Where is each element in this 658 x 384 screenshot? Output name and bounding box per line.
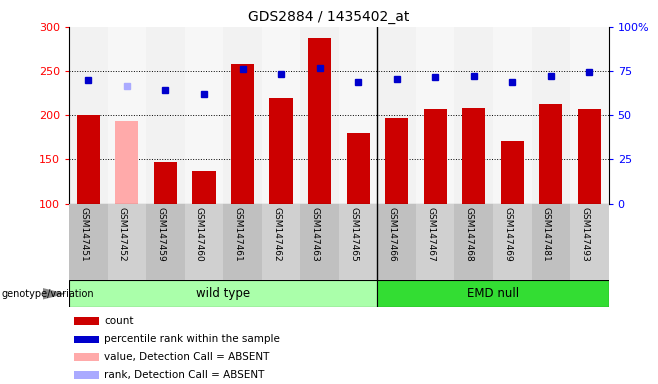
Bar xyxy=(424,109,447,204)
Bar xyxy=(108,204,146,280)
Text: GSM147468: GSM147468 xyxy=(465,207,474,262)
Text: GSM147451: GSM147451 xyxy=(80,207,88,262)
Bar xyxy=(416,27,455,204)
Text: GSM147493: GSM147493 xyxy=(580,207,590,262)
Text: EMD null: EMD null xyxy=(467,287,519,300)
Bar xyxy=(108,27,146,204)
Bar xyxy=(378,204,416,280)
Bar xyxy=(462,108,486,204)
Bar xyxy=(493,27,532,204)
Bar xyxy=(69,280,378,307)
Bar xyxy=(77,115,100,204)
Bar xyxy=(308,38,331,204)
Text: wild type: wild type xyxy=(196,287,250,300)
Bar xyxy=(74,371,99,379)
Text: genotype/variation: genotype/variation xyxy=(1,289,94,299)
Bar xyxy=(262,27,300,204)
Bar xyxy=(74,353,99,361)
Text: GSM147467: GSM147467 xyxy=(426,207,435,262)
Polygon shape xyxy=(43,288,66,300)
Text: GSM147462: GSM147462 xyxy=(272,207,281,261)
Bar xyxy=(74,336,99,343)
Bar xyxy=(185,27,223,204)
Text: GSM147466: GSM147466 xyxy=(388,207,397,262)
Bar xyxy=(501,141,524,204)
Bar xyxy=(570,27,609,204)
Text: GSM147481: GSM147481 xyxy=(542,207,551,262)
Bar xyxy=(270,98,293,204)
Bar xyxy=(146,27,185,204)
Bar xyxy=(74,317,99,325)
Text: GDS2884 / 1435402_at: GDS2884 / 1435402_at xyxy=(248,10,410,24)
Bar xyxy=(69,204,108,280)
Text: rank, Detection Call = ABSENT: rank, Detection Call = ABSENT xyxy=(104,370,265,380)
Bar xyxy=(154,162,177,204)
Bar xyxy=(532,27,570,204)
Bar xyxy=(455,27,493,204)
Bar xyxy=(300,27,339,204)
Bar xyxy=(385,118,408,204)
Bar xyxy=(347,133,370,204)
Bar xyxy=(378,280,609,307)
Text: GSM147469: GSM147469 xyxy=(503,207,513,262)
Text: GSM147463: GSM147463 xyxy=(311,207,320,262)
Bar xyxy=(532,204,570,280)
Text: GSM147452: GSM147452 xyxy=(118,207,127,261)
Bar xyxy=(262,204,300,280)
Text: GSM147460: GSM147460 xyxy=(195,207,204,262)
Bar xyxy=(115,121,138,204)
Bar xyxy=(493,204,532,280)
Bar xyxy=(416,204,455,280)
Bar xyxy=(339,27,378,204)
Text: GSM147459: GSM147459 xyxy=(157,207,165,262)
Bar xyxy=(300,204,339,280)
Bar xyxy=(578,109,601,204)
Text: GSM147465: GSM147465 xyxy=(349,207,358,262)
Text: value, Detection Call = ABSENT: value, Detection Call = ABSENT xyxy=(104,352,270,362)
Bar xyxy=(339,204,378,280)
Bar xyxy=(231,64,254,204)
Bar xyxy=(146,204,185,280)
Bar xyxy=(570,204,609,280)
Bar xyxy=(185,204,223,280)
Bar xyxy=(192,171,216,204)
Text: count: count xyxy=(104,316,134,326)
Bar xyxy=(540,104,563,204)
Bar xyxy=(223,27,262,204)
Bar xyxy=(223,204,262,280)
Text: percentile rank within the sample: percentile rank within the sample xyxy=(104,334,280,344)
Text: GSM147461: GSM147461 xyxy=(234,207,243,262)
Bar xyxy=(378,27,416,204)
Bar xyxy=(69,27,108,204)
Bar xyxy=(455,204,493,280)
